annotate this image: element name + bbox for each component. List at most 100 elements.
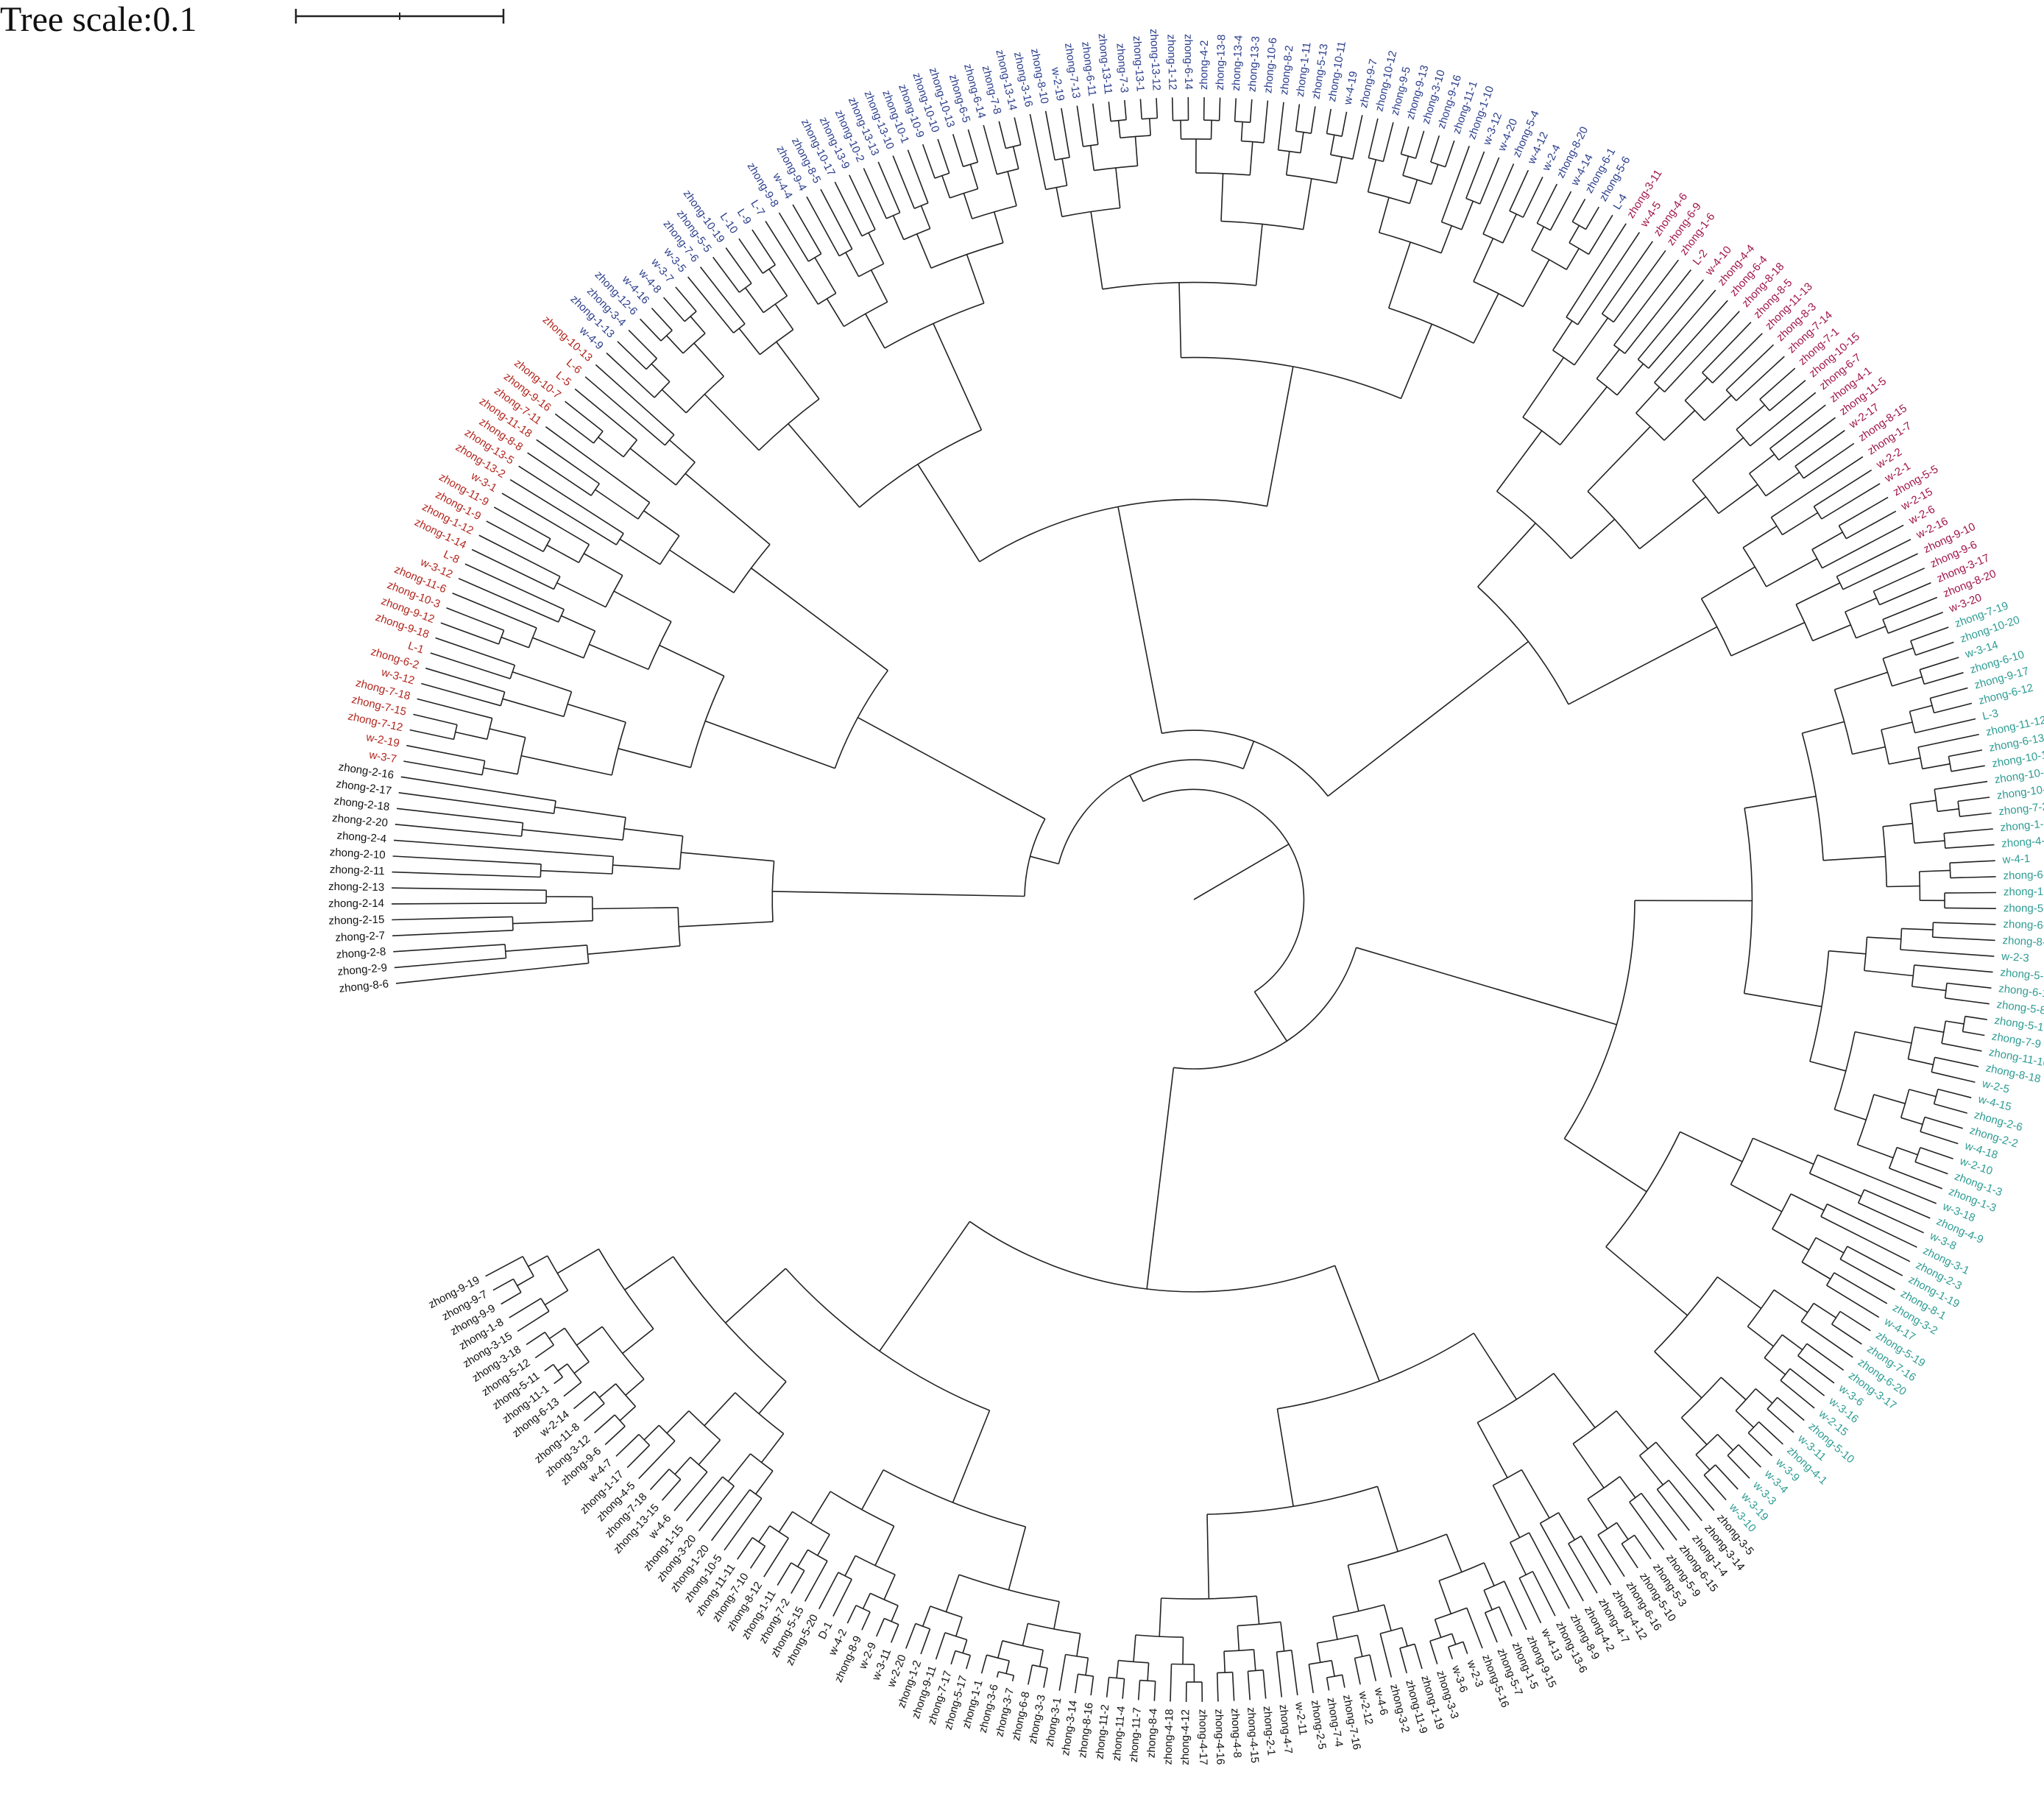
tree-branch: [1572, 1443, 1605, 1488]
tree-branch: [1005, 1660, 1010, 1674]
tree-branch: [1496, 490, 1571, 559]
tree-branch: [1847, 1246, 1903, 1276]
tree-branch: [1142, 788, 1305, 992]
leaf-label: zhong-2-18: [333, 795, 390, 814]
tree-branch: [772, 891, 1025, 897]
tree-branch: [1173, 947, 1357, 1070]
tree-branch: [1473, 293, 1499, 344]
tree-branch: [651, 363, 671, 383]
tree-branch: [865, 313, 885, 349]
tree-branch: [1234, 98, 1237, 121]
tree-branch: [1802, 721, 1845, 734]
leaf-label: w-2-12: [1356, 1689, 1375, 1726]
tree-branch: [1624, 269, 1692, 354]
tree-branch: [578, 544, 590, 563]
leaf-label: zhong-13-3: [1246, 36, 1262, 93]
tree-branch: [755, 1470, 774, 1495]
tree-branch: [512, 920, 593, 925]
tree-branch: [855, 1555, 896, 1575]
leaf-label: zhong-4-15: [1245, 1707, 1261, 1764]
tree-branch: [1654, 1276, 1718, 1352]
tree-branch: [1277, 1332, 1474, 1410]
tree-branch: [950, 1650, 956, 1665]
tree-branch: [903, 227, 930, 241]
tree-branch: [1276, 1408, 1294, 1507]
tree-branch: [1934, 1056, 1979, 1067]
tree-branch: [1108, 102, 1111, 121]
tree-branch: [1220, 173, 1224, 222]
tree-branch: [1932, 936, 1995, 942]
tree-branch: [1465, 197, 1481, 205]
tree-branch: [1206, 1486, 1378, 1515]
leaf-label: zhong-13-12: [1147, 29, 1163, 91]
tree-branch: [1809, 950, 1830, 1062]
tree-branch: [963, 193, 973, 219]
tree-branch: [593, 431, 604, 444]
tree-branch: [1159, 1597, 1162, 1637]
tree-branch: [542, 538, 551, 552]
tree-branch: [1234, 121, 1251, 123]
tree-branch: [759, 329, 794, 356]
tree-branch: [1629, 1501, 1665, 1550]
tree-branch: [738, 238, 763, 274]
tree-branch: [1755, 1388, 1773, 1404]
tree-branch: [669, 549, 735, 593]
tree-branch: [1811, 531, 1843, 551]
tree-branch: [1901, 928, 1934, 930]
leaf-label: zhong-1-19: [2004, 886, 2044, 899]
tree-branch: [1240, 121, 1243, 141]
tree-branch: [818, 1572, 839, 1610]
tree-branch: [1725, 344, 1775, 391]
leaf-label: zhong-11-4: [1111, 1706, 1128, 1762]
tree-branch: [509, 1298, 542, 1318]
leaf-label: zhong-13-11: [1095, 33, 1114, 95]
tree-branch: [1821, 483, 1881, 520]
tree-branch: [557, 609, 565, 623]
leaf-label: zhong-2-5: [1309, 1699, 1329, 1750]
leaf-label: w-4-6: [1372, 1686, 1390, 1716]
tree-branch: [1912, 986, 1946, 992]
tree-branch: [1715, 1464, 1739, 1490]
leaf-label: zhong-2-20: [331, 812, 388, 830]
tree-branch: [1434, 1619, 1442, 1638]
tree-branch: [1161, 1595, 1257, 1600]
tree-branch: [738, 328, 761, 356]
tree-branch: [1749, 453, 1775, 474]
tree-branch: [725, 247, 752, 284]
tree-branch: [553, 1364, 564, 1378]
tree-branch: [1794, 465, 1805, 479]
tree-branch: [1828, 950, 1867, 955]
tree-branch: [704, 393, 760, 451]
tree-branch: [1929, 698, 1935, 713]
tree-branch: [584, 553, 623, 576]
tree-branch: [845, 252, 860, 278]
tree-branch: [1637, 358, 1649, 369]
tree-branch: [1387, 241, 1411, 308]
tree-branch: [1369, 1654, 1377, 1681]
tree-branch: [446, 607, 504, 632]
tree-branch: [595, 489, 639, 520]
tree-branch: [1900, 1089, 1910, 1118]
tree-branch: [884, 303, 985, 349]
tree-branch: [870, 269, 888, 303]
tree-branch: [561, 615, 595, 632]
tree-branch: [1367, 159, 1377, 192]
tree-branch: [590, 483, 600, 496]
tree-branch: [778, 212, 810, 262]
tree-branch: [1691, 480, 1719, 514]
tree-branch: [1772, 1193, 1792, 1229]
tree-branch: [567, 1363, 582, 1383]
tree-branch: [690, 316, 706, 334]
leaf-label: zhong-2-7: [335, 930, 385, 944]
tree-branch: [1654, 300, 1728, 384]
tree-branch: [1400, 126, 1410, 155]
tree-branch: [857, 716, 1046, 820]
tree-branch: [1139, 99, 1142, 119]
tree-branch: [595, 364, 675, 436]
tree-branch: [1532, 1571, 1556, 1617]
leaf-label: zhong-5-14: [2004, 902, 2044, 915]
tree-branch: [505, 944, 587, 952]
tree-branch: [1889, 1168, 1943, 1190]
tree-branch: [1461, 200, 1474, 230]
tree-branch: [1826, 1285, 1880, 1318]
